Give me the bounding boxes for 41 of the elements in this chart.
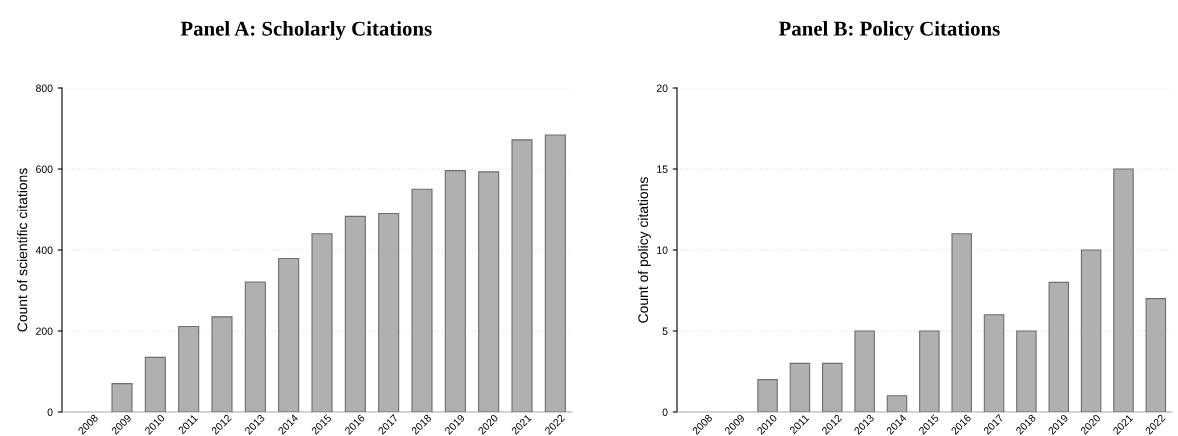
y-tick-label: 0 [47,408,53,416]
bar [951,233,972,412]
bar [311,233,333,412]
bar [822,362,843,412]
y-axis-title: Count of scientific citations [17,168,28,332]
y-tick-label: 0 [662,408,668,416]
chart-title: Panel B: Policy Citations [778,21,1000,40]
bar [854,330,875,412]
bar [1048,281,1070,412]
bar [789,362,811,412]
y-tick-label: 5 [662,327,668,335]
bar [1080,249,1102,412]
y-tick-label: 20 [656,84,668,92]
y-tick-label: 400 [35,246,53,254]
chart-title: Panel A: Scholarly Citations [180,21,432,40]
bar [278,257,300,412]
bar [411,188,433,412]
bar [511,139,533,412]
bar [211,316,233,412]
bar [886,395,908,412]
y-tick-label: 10 [657,246,668,254]
y-tick-label: 800 [36,84,53,92]
bar [144,356,166,412]
y-axis-title: Count of policy citations [637,177,651,323]
bar [757,379,778,412]
bar [478,171,500,412]
bar [444,170,466,412]
y-tick-label: 200 [36,327,53,335]
bar [111,383,133,412]
bar [1145,298,1167,412]
bar [544,134,566,412]
bar [178,325,200,412]
bar [378,212,400,412]
bar [1113,168,1134,412]
y-tick-label: 15 [657,165,668,173]
bar [919,330,940,412]
bar [1016,330,1037,412]
bar [244,281,266,412]
bar [344,215,366,412]
bar [983,314,1005,412]
y-tick-label: 600 [36,165,53,173]
